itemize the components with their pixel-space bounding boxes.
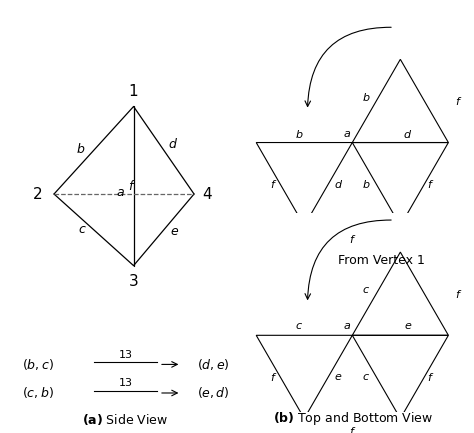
- Text: $a$: $a$: [117, 186, 125, 199]
- Text: $b$: $b$: [362, 91, 370, 103]
- Text: $a$: $a$: [343, 129, 351, 139]
- Text: $\mathbf{(b)}$ Top and Bottom View: $\mathbf{(b)}$ Top and Bottom View: [273, 410, 433, 427]
- Text: $f$: $f$: [270, 371, 277, 383]
- Text: 13: 13: [118, 378, 133, 388]
- Text: From Vertex 1: From Vertex 1: [337, 254, 425, 267]
- Text: $e$: $e$: [404, 321, 412, 331]
- Text: $f$: $f$: [128, 179, 136, 193]
- Text: $d$: $d$: [168, 137, 178, 151]
- Text: $c$: $c$: [362, 285, 370, 295]
- Text: $b$: $b$: [362, 178, 370, 190]
- Text: $(d,e)$: $(d,e)$: [197, 357, 229, 372]
- Text: 13: 13: [118, 350, 133, 360]
- Text: 3: 3: [129, 274, 138, 288]
- Text: 1: 1: [129, 84, 138, 99]
- Text: 2: 2: [33, 187, 43, 201]
- Text: $c$: $c$: [295, 321, 303, 331]
- Text: $\mathbf{(a)}$ Side View: $\mathbf{(a)}$ Side View: [82, 412, 169, 427]
- Text: $d$: $d$: [403, 128, 412, 139]
- Text: $f$: $f$: [455, 95, 462, 107]
- Text: $f$: $f$: [349, 233, 356, 245]
- Text: $c$: $c$: [362, 372, 370, 382]
- Text: $f$: $f$: [455, 288, 462, 300]
- Text: 4: 4: [202, 187, 211, 201]
- Text: $f$: $f$: [427, 178, 434, 190]
- Text: $e$: $e$: [334, 372, 343, 382]
- Text: $b$: $b$: [295, 128, 303, 139]
- Text: $d$: $d$: [334, 178, 343, 190]
- Text: $a$: $a$: [343, 321, 351, 331]
- Text: $f$: $f$: [427, 371, 434, 383]
- Text: $(c,b)$: $(c,b)$: [22, 385, 55, 401]
- Text: $c$: $c$: [78, 223, 87, 236]
- Text: $(b,c)$: $(b,c)$: [22, 357, 55, 372]
- Text: $f$: $f$: [349, 425, 356, 433]
- Text: $f$: $f$: [270, 178, 277, 190]
- Text: $(e,d)$: $(e,d)$: [197, 385, 229, 401]
- Text: $e$: $e$: [170, 225, 180, 238]
- Text: $b$: $b$: [76, 142, 86, 156]
